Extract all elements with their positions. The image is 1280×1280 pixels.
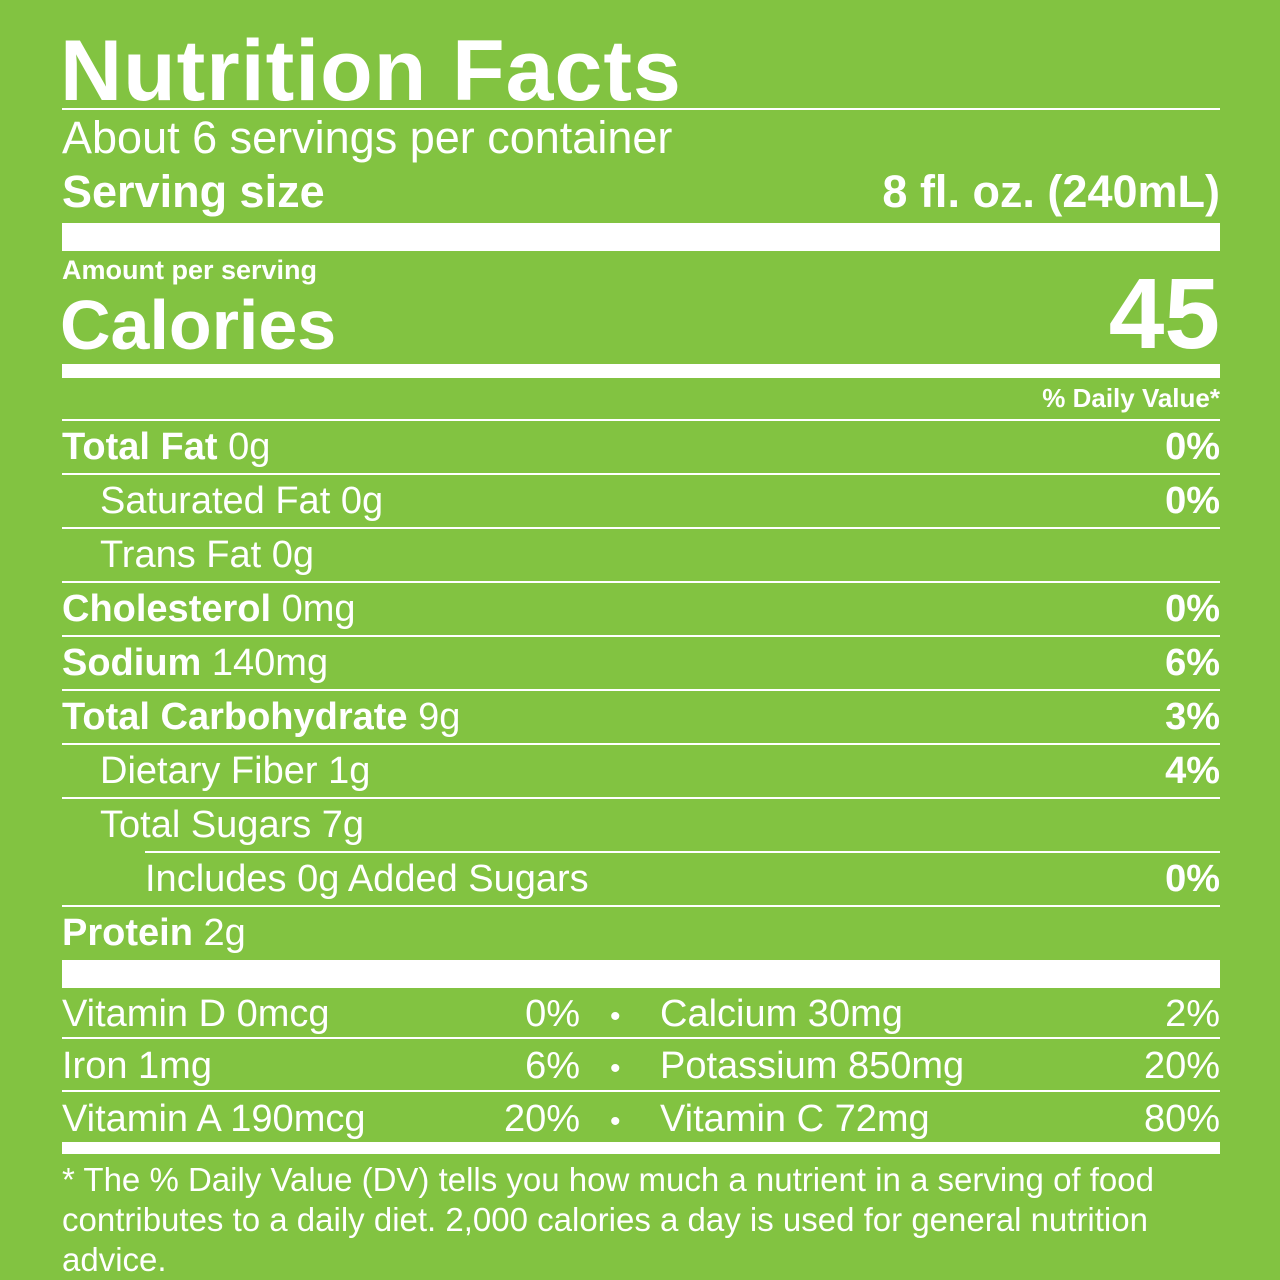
vitamin-name: Calcium 30mg — [660, 993, 903, 1035]
nutrient-row-protein: Protein 2g — [62, 906, 1220, 960]
nutrient-name: Total Carbohydrate — [62, 696, 408, 738]
divider — [62, 905, 1220, 907]
divider — [62, 473, 1220, 475]
nutrient-name: Cholesterol — [62, 588, 272, 630]
nutrient-row-total-carbohydrate: Total Carbohydrate 9g 3% — [62, 690, 1220, 744]
divider — [145, 851, 1220, 853]
nutrient-amount: 0g — [271, 534, 315, 576]
amount-per-serving: Amount per serving — [62, 255, 318, 285]
nutrient-dv: 0% — [1165, 480, 1220, 522]
nutrient-name: Sodium — [62, 642, 202, 684]
label-title: Nutrition Facts — [60, 23, 682, 119]
nutrient-amount: 0g — [340, 480, 384, 522]
nutrient-row-dietary-fiber: Dietary Fiber 1g 4% — [100, 744, 1220, 798]
nutrient-row-added-sugars: Includes 0g Added Sugars 0% — [145, 852, 1220, 906]
divider — [62, 419, 1220, 421]
nutrient-amount: 1g — [328, 750, 371, 792]
divider — [62, 581, 1220, 583]
nutrient-amount: 0g — [228, 426, 271, 468]
vitamin-name: Vitamin A 190mcg — [62, 1098, 366, 1140]
nutrient-row-total-fat: Total Fat 0g 0% — [62, 420, 1220, 474]
vitamin-dv: 2% — [1165, 993, 1220, 1035]
medium-divider — [62, 364, 1220, 378]
nutrient-amount: 0g Added Sugars — [297, 858, 589, 900]
bullet-separator: • — [610, 1105, 621, 1138]
vitamin-name: Vitamin D 0mcg — [62, 993, 330, 1035]
vitamin-name: Vitamin C 72mg — [660, 1098, 930, 1140]
daily-value-header: % Daily Value* — [1042, 383, 1220, 413]
nutrient-amount: 9g — [418, 696, 461, 738]
thick-divider — [62, 960, 1220, 988]
bullet-separator: • — [610, 1052, 621, 1085]
serving-size-label: Serving size — [62, 166, 325, 217]
divider — [62, 108, 1220, 110]
nutrient-amount: 0mg — [281, 588, 356, 630]
nutrient-dv: 0% — [1165, 858, 1220, 900]
nutrient-name: Saturated Fat — [100, 480, 331, 522]
nutrient-dv: 4% — [1165, 750, 1220, 792]
thick-divider — [62, 223, 1220, 251]
nutrient-dv: 6% — [1165, 642, 1220, 684]
nutrient-row-saturated-fat: Saturated Fat 0g 0% — [100, 474, 1220, 528]
calories-value: 45 — [1108, 258, 1220, 370]
nutrient-row-cholesterol: Cholesterol 0mg 0% — [62, 582, 1220, 636]
nutrient-name: Total Sugars — [100, 804, 312, 846]
nutrient-name: Trans Fat — [100, 534, 262, 576]
nutrient-name: Total Fat — [62, 426, 218, 468]
vitamin-row: Iron 1mg 6% • Potassium 850mg 20% — [62, 1040, 1220, 1092]
vitamin-dv: 80% — [1143, 1098, 1220, 1140]
divider — [62, 1090, 1220, 1092]
divider — [62, 797, 1220, 799]
vitamin-name: Potassium 850mg — [660, 1045, 965, 1087]
divider — [62, 635, 1220, 637]
nutrient-amount: 2g — [203, 912, 246, 954]
divider — [62, 1037, 1220, 1039]
nutrient-row-trans-fat: Trans Fat 0g — [100, 528, 1220, 582]
nutrient-row-sodium: Sodium 140mg 6% — [62, 636, 1220, 690]
servings-per-container: About 6 servings per container — [62, 112, 673, 163]
vitamin-dv: 6% — [525, 1045, 580, 1087]
nutrient-amount: 7g — [321, 804, 365, 846]
vitamin-row: Vitamin A 190mcg 20% • Vitamin C 72mg 80… — [62, 1093, 1220, 1145]
calories-label: Calories — [60, 286, 337, 364]
vitamin-name: Iron 1mg — [62, 1045, 212, 1087]
serving-size-value: 8 fl. oz. (240mL) — [882, 166, 1220, 217]
divider — [62, 743, 1220, 745]
nutrient-amount: 140mg — [211, 642, 329, 684]
nutrient-name: Protein — [62, 912, 193, 954]
nutrient-name: Includes — [145, 858, 287, 900]
bullet-separator: • — [610, 1000, 621, 1033]
vitamin-dv: 20% — [503, 1098, 580, 1140]
divider — [62, 689, 1220, 691]
nutrient-name: Dietary Fiber — [100, 750, 318, 792]
nutrient-dv: 3% — [1165, 696, 1220, 738]
vitamin-dv: 20% — [1143, 1045, 1220, 1087]
vitamin-row: Vitamin D 0mcg 0% • Calcium 30mg 2% — [62, 988, 1220, 1040]
divider — [62, 527, 1220, 529]
nutrient-dv: 0% — [1165, 426, 1220, 468]
vitamin-dv: 0% — [525, 993, 580, 1035]
nutrient-dv: 0% — [1165, 588, 1220, 630]
medium-divider — [62, 1142, 1220, 1154]
nutrient-row-total-sugars: Total Sugars 7g — [100, 798, 1220, 852]
footnote: * The % Daily Value (DV) tells you how m… — [62, 1161, 1154, 1278]
